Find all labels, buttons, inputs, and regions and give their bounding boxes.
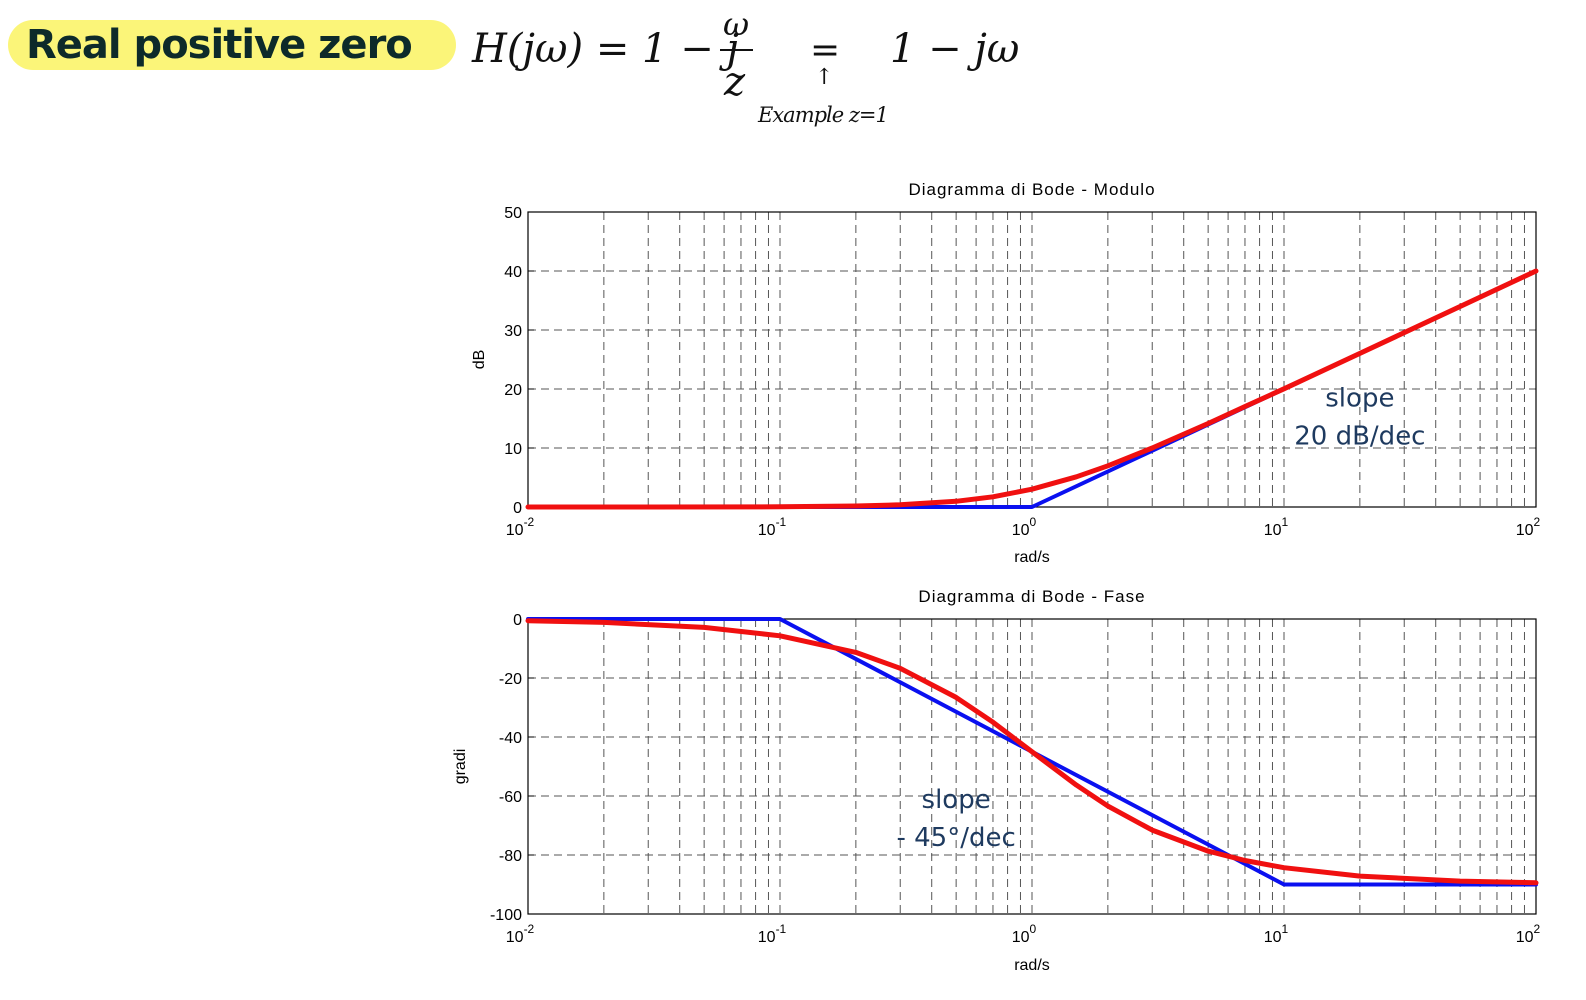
x-tick-exponent: 1 <box>1282 922 1289 936</box>
plot-frame <box>527 618 1537 915</box>
title-badge: Real positive zero <box>8 20 456 70</box>
y-tick-label: 10 <box>504 441 522 458</box>
formula-lhs: H(jω) = 1 − j <box>471 26 739 72</box>
formula-arrow: ↑ <box>815 65 833 90</box>
slope-annotation: slope <box>1325 384 1394 414</box>
y-axis-label: gradi <box>452 749 469 785</box>
x-tick-exponent: 2 <box>1534 515 1541 529</box>
x-axis-label: rad/s <box>1014 549 1050 566</box>
x-tick-label: 10-1 <box>758 515 787 539</box>
x-tick-exponent: -1 <box>776 922 787 936</box>
x-tick-label: 100 <box>1012 922 1037 946</box>
y-tick-label: -20 <box>499 671 522 688</box>
y-tick-label: 0 <box>513 612 522 629</box>
x-tick-label: 100 <box>1012 515 1037 539</box>
x-tick-exponent: -1 <box>776 515 787 529</box>
slope-annotation: slope <box>922 785 991 815</box>
x-tick-label: 102 <box>1516 515 1541 539</box>
x-tick-exponent: 0 <box>1030 922 1037 936</box>
y-tick-label: 30 <box>504 323 522 340</box>
x-tick-exponent: -2 <box>524 515 535 529</box>
chart-title: Diagramma di Bode - Fase <box>918 587 1145 606</box>
y-tick-label: -100 <box>490 907 522 924</box>
y-tick-label: 40 <box>504 264 522 281</box>
exact-response-line <box>525 618 1539 886</box>
x-tick-label: 10-2 <box>506 515 535 539</box>
chart-title: Diagramma di Bode - Modulo <box>908 180 1155 199</box>
y-tick-label: -40 <box>499 730 522 747</box>
slope-annotation: 20 dB/dec <box>1294 422 1425 452</box>
y-tick-label: 0 <box>513 500 522 517</box>
x-tick-exponent: -2 <box>524 922 535 936</box>
slope-annotation: - 45°/dec <box>896 823 1015 853</box>
x-tick-exponent: 0 <box>1030 515 1037 529</box>
x-tick-label: 102 <box>1516 922 1541 946</box>
formula-numerator: ω <box>723 5 749 43</box>
formula-rhs: 1 − jω <box>890 26 1019 72</box>
transfer-function-formula: H(jω) = 1 − j ω z = ↑ Example z=1 1 − jω <box>471 5 1019 127</box>
x-tick-label: 10-2 <box>506 922 535 946</box>
y-tick-label: 20 <box>504 382 522 399</box>
x-tick-exponent: 2 <box>1534 922 1541 936</box>
y-axis-label: dB <box>471 350 488 370</box>
y-tick-label: 50 <box>504 205 522 222</box>
x-tick-label: 101 <box>1264 922 1289 946</box>
y-tick-label: -60 <box>499 789 522 806</box>
x-tick-label: 10-1 <box>758 922 787 946</box>
y-tick-label: -80 <box>499 848 522 865</box>
formula-example-label: Example z=1 <box>757 103 888 127</box>
formula-denominator: z <box>723 59 746 105</box>
x-tick-label: 101 <box>1264 515 1289 539</box>
x-tick-exponent: 1 <box>1282 515 1289 529</box>
x-axis-label: rad/s <box>1014 957 1050 974</box>
formula-equals: = <box>810 30 840 71</box>
exact-response-line <box>525 268 1539 510</box>
